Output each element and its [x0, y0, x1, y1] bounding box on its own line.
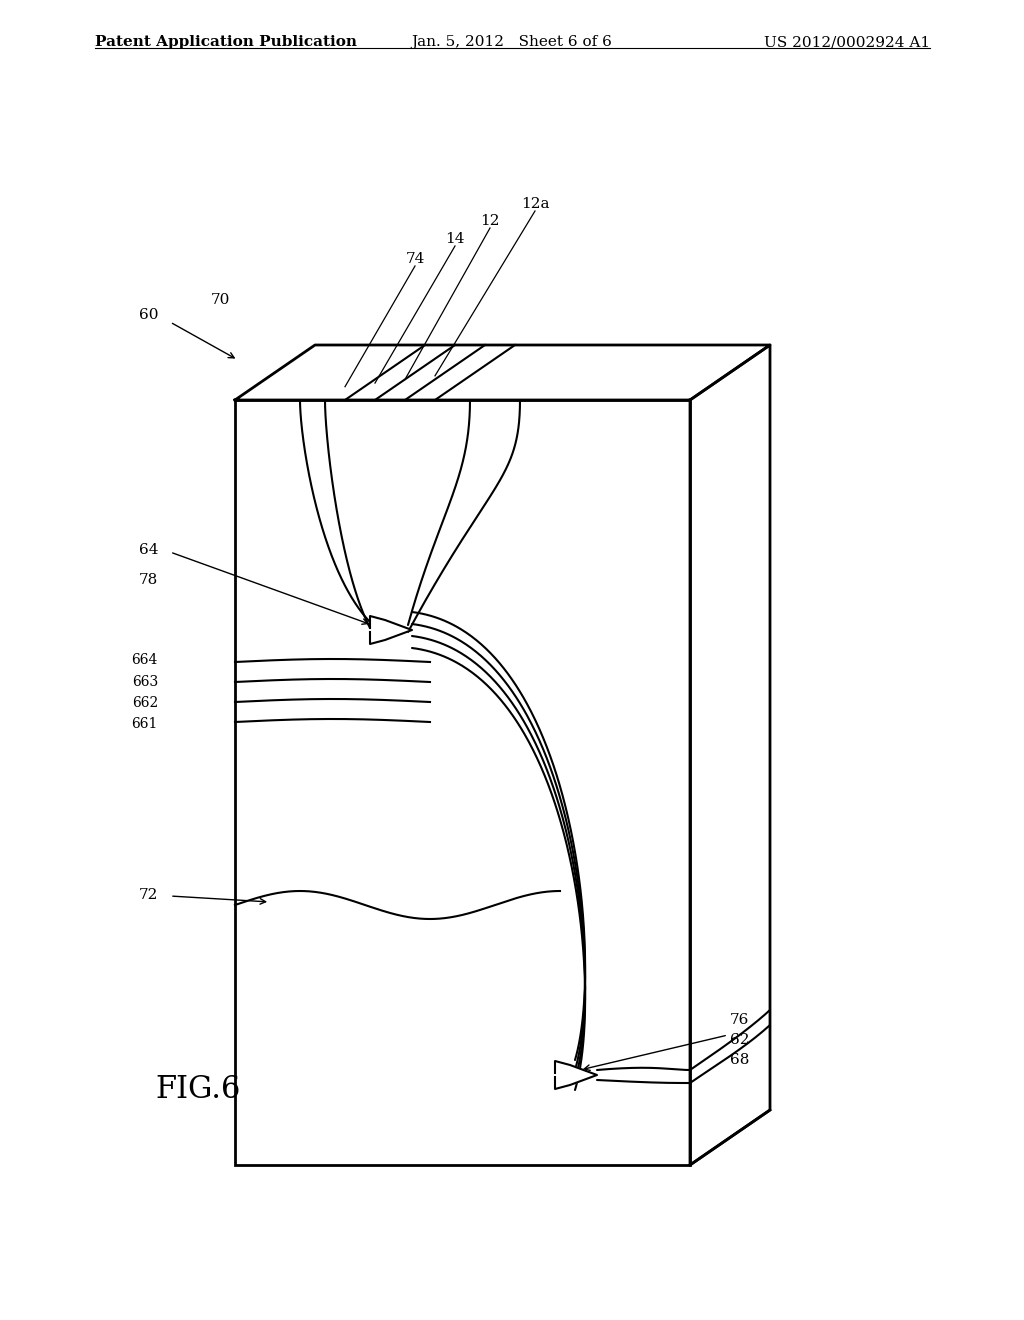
Text: 662: 662 [132, 696, 158, 710]
Polygon shape [555, 1061, 597, 1089]
Polygon shape [370, 616, 412, 644]
Text: FIG.6: FIG.6 [155, 1074, 241, 1105]
Text: 68: 68 [730, 1053, 750, 1067]
Text: 661: 661 [132, 717, 158, 731]
Text: 64: 64 [138, 543, 158, 557]
Text: US 2012/0002924 A1: US 2012/0002924 A1 [764, 36, 930, 49]
Text: 70: 70 [211, 293, 230, 308]
Text: 663: 663 [132, 675, 158, 689]
Text: 78: 78 [138, 573, 158, 587]
Text: 14: 14 [445, 232, 465, 246]
Text: 76: 76 [730, 1012, 750, 1027]
Text: 74: 74 [406, 252, 425, 267]
Text: Jan. 5, 2012   Sheet 6 of 6: Jan. 5, 2012 Sheet 6 of 6 [412, 36, 612, 49]
Text: 60: 60 [138, 308, 158, 322]
Text: 12a: 12a [521, 197, 549, 211]
Text: 72: 72 [138, 888, 158, 902]
Text: Patent Application Publication: Patent Application Publication [95, 36, 357, 49]
Text: 62: 62 [730, 1034, 750, 1047]
Text: 12: 12 [480, 214, 500, 228]
Text: 664: 664 [132, 653, 158, 667]
